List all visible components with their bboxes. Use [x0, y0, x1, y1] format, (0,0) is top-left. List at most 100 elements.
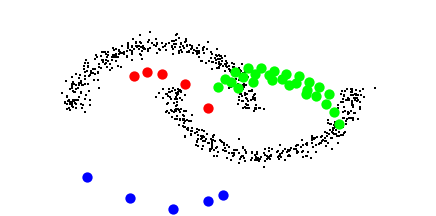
Point: [166, 87, 173, 90]
Point: [140, 46, 147, 49]
Point: [90, 67, 97, 71]
Point: [193, 50, 200, 53]
Point: [82, 74, 89, 78]
Point: [287, 155, 294, 158]
Point: [217, 138, 224, 141]
Point: [187, 48, 194, 51]
Point: [195, 44, 202, 47]
Point: [340, 100, 347, 104]
Point: [316, 85, 323, 88]
Point: [199, 59, 206, 62]
Point: [140, 46, 147, 50]
Point: [125, 47, 132, 50]
Point: [174, 100, 181, 104]
Point: [236, 66, 243, 70]
Point: [99, 58, 106, 62]
Point: [304, 144, 311, 147]
Point: [348, 90, 355, 94]
Point: [74, 98, 81, 102]
Point: [184, 44, 191, 48]
Point: [235, 138, 242, 141]
Point: [121, 53, 128, 56]
Point: [90, 78, 97, 82]
Point: [235, 151, 242, 154]
Point: [357, 101, 364, 104]
Point: [144, 40, 151, 44]
Point: [112, 56, 119, 59]
Point: [241, 83, 248, 86]
Point: [356, 107, 363, 110]
Point: [89, 72, 96, 75]
Point: [303, 155, 310, 158]
Point: [230, 65, 237, 69]
Point: [250, 94, 257, 97]
Point: [237, 78, 244, 82]
Point: [210, 133, 217, 137]
Point: [148, 41, 155, 44]
Point: [172, 38, 179, 42]
Point: [69, 103, 76, 106]
Point: [75, 81, 82, 85]
Point: [164, 95, 171, 98]
Point: [339, 89, 346, 93]
Point: [335, 103, 342, 107]
Point: [129, 45, 136, 49]
Point: [198, 148, 205, 151]
Point: [140, 48, 147, 51]
Point: [184, 128, 191, 132]
Point: [208, 143, 215, 147]
Point: [354, 118, 361, 121]
Point: [221, 77, 228, 80]
Point: [169, 89, 176, 93]
Point: [140, 46, 146, 50]
Point: [81, 68, 88, 71]
Point: [337, 122, 344, 126]
Point: [265, 157, 272, 160]
Point: [221, 143, 228, 147]
Point: [242, 83, 249, 87]
Point: [64, 99, 71, 102]
Point: [236, 84, 243, 87]
Point: [184, 127, 191, 131]
Point: [251, 99, 258, 102]
Point: [148, 41, 155, 44]
Point: [77, 79, 84, 82]
Point: [145, 47, 152, 51]
Point: [113, 53, 120, 57]
Point: [176, 89, 183, 92]
Point: [249, 97, 256, 100]
Point: [346, 98, 353, 101]
Point: [88, 72, 95, 75]
Point: [129, 44, 136, 48]
Point: [214, 47, 221, 50]
Point: [75, 86, 82, 89]
Point: [163, 48, 170, 51]
Point: [237, 72, 244, 75]
Point: [193, 127, 200, 130]
Point: [241, 85, 248, 89]
Point: [318, 141, 325, 145]
Point: [325, 118, 332, 121]
Point: [188, 130, 195, 133]
Point: [199, 47, 206, 50]
Point: [256, 159, 263, 162]
Point: [211, 56, 218, 59]
Point: [208, 140, 215, 144]
Point: [65, 98, 72, 102]
Point: [168, 39, 175, 42]
Point: [231, 69, 238, 73]
Point: [236, 68, 243, 72]
Point: [215, 66, 222, 70]
Point: [123, 56, 130, 59]
Point: [343, 87, 350, 90]
Point: [209, 67, 216, 71]
Point: [218, 59, 225, 63]
Point: [162, 43, 169, 46]
Point: [139, 57, 146, 60]
Point: [209, 134, 216, 137]
Point: [239, 95, 246, 98]
Point: [188, 46, 195, 49]
Point: [308, 156, 315, 160]
Point: [242, 70, 249, 73]
Point: [354, 96, 361, 100]
